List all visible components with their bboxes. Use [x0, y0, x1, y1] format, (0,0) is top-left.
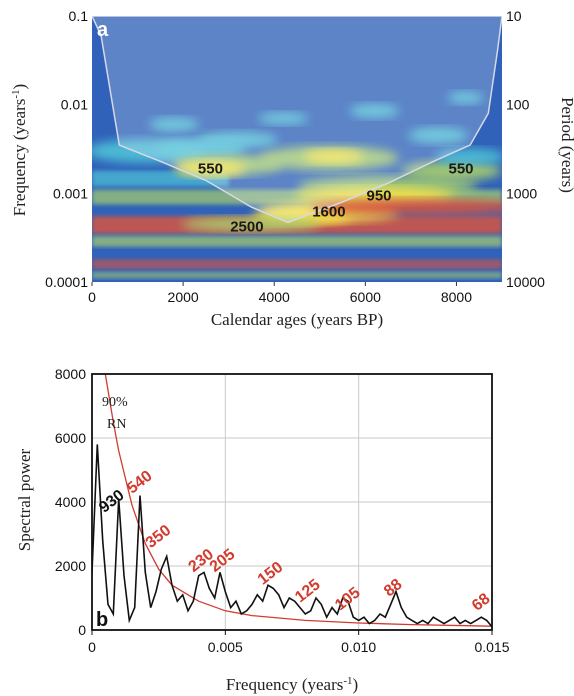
x-axis-ticks: 0 0.005 0.010 0.015: [88, 630, 510, 655]
rn-label-line1: 90%: [102, 395, 128, 410]
y-tick-label: 0: [78, 622, 86, 638]
power-band-3: [92, 271, 502, 279]
power-spot-15: [258, 112, 309, 125]
y-right-tick-label: 10000: [506, 274, 545, 290]
panel-label-b: b: [96, 609, 108, 631]
period-label: 550: [448, 161, 473, 178]
x-tick-label: 0: [88, 289, 96, 305]
wavelet-power-field: [92, 91, 502, 279]
power-band-1: [92, 236, 502, 247]
y-right-tick-label: 10: [506, 8, 522, 24]
x-tick-label: 2000: [168, 289, 199, 305]
power-spot-13: [408, 127, 469, 144]
rn-label-line2: RN: [107, 417, 126, 432]
power-spot-6: [175, 160, 246, 177]
power-spot-2: [197, 131, 278, 148]
x-axis-title: Calendar ages (years BP): [211, 310, 383, 329]
y-tick-label: 4000: [55, 494, 86, 510]
series-spectrum-line: [92, 444, 492, 628]
y-right-tick-label: 1000: [506, 185, 537, 201]
y-left-tick-label: 0.01: [61, 97, 88, 113]
power-spot-14: [349, 103, 400, 118]
power-spot-19: [181, 217, 322, 232]
spectrum-frame: [91, 373, 493, 631]
power-spot-17: [447, 91, 484, 104]
period-label: 2500: [230, 219, 263, 236]
series-red-noise-line: [104, 374, 492, 627]
y-axis-right-title: Period (years): [558, 97, 574, 193]
y-left-tick-label: 0.0001: [45, 274, 88, 290]
power-spot-16: [149, 117, 199, 132]
power-spot-11: [401, 160, 502, 181]
period-label: 550: [198, 161, 223, 178]
wavelet-panel: a 0 2000 4000 6000 8000 0.1 0.01 0.001 0.0001 1…: [10, 8, 574, 329]
cone-of-influence: [92, 16, 502, 224]
power-spot-18: [310, 199, 502, 216]
x-tick-label: 4000: [259, 289, 290, 305]
power-band-2: [92, 259, 502, 270]
period-label: 1600: [312, 204, 345, 221]
y-left-tick-label: 0.001: [53, 185, 88, 201]
x-tick-label: 0.010: [341, 639, 376, 655]
y-tick-label: 6000: [55, 430, 86, 446]
period-annotations: 550 950 550 1600 2500: [198, 161, 474, 236]
x-tick-label: 0.015: [474, 639, 509, 655]
x-tick-label: 8000: [441, 289, 472, 305]
panel-label-a: a: [97, 19, 109, 41]
y-axis-right-ticks: 10 100 1000 10000: [506, 8, 545, 290]
period-label: 950: [366, 187, 391, 204]
y-tick-label: 8000: [55, 366, 86, 382]
x-tick-label: 0: [88, 639, 96, 655]
power-spot-4: [303, 149, 364, 164]
x-tick-label: 0.005: [208, 639, 243, 655]
y-tick-label: 2000: [55, 558, 86, 574]
x-tick-label: 6000: [350, 289, 381, 305]
y-axis-ticks: 0 2000 4000 6000 8000: [55, 366, 86, 638]
y-right-tick-label: 100: [506, 97, 530, 113]
y-axis-left-title: Frequency (years-1): [10, 84, 29, 216]
y-left-tick-label: 0.1: [69, 8, 89, 24]
y-axis-title: Spectral power: [15, 448, 34, 551]
y-axis-left-ticks: 0.1 0.01 0.001 0.0001: [45, 8, 88, 290]
x-axis-ticks: 0 2000 4000 6000 8000: [88, 282, 472, 305]
x-axis-title: Frequency (years-1): [226, 675, 358, 694]
